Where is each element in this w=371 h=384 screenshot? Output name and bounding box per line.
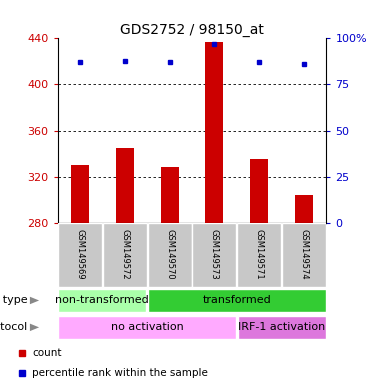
Bar xyxy=(71,165,89,223)
Bar xyxy=(161,167,178,223)
Bar xyxy=(282,223,326,287)
Bar xyxy=(250,159,268,223)
Bar xyxy=(237,223,281,287)
Text: no activation: no activation xyxy=(111,322,184,333)
Bar xyxy=(148,289,326,312)
Polygon shape xyxy=(30,324,39,331)
Text: GSM149571: GSM149571 xyxy=(255,229,264,280)
Bar xyxy=(193,223,236,287)
Text: GSM149574: GSM149574 xyxy=(299,229,309,280)
Bar xyxy=(295,195,313,223)
Text: count: count xyxy=(32,348,62,358)
Bar xyxy=(58,223,102,287)
Title: GDS2752 / 98150_at: GDS2752 / 98150_at xyxy=(120,23,264,37)
Bar xyxy=(58,289,146,312)
Bar xyxy=(238,316,326,339)
Text: GSM149573: GSM149573 xyxy=(210,229,219,280)
Text: GSM149569: GSM149569 xyxy=(75,229,85,280)
Text: transformed: transformed xyxy=(203,295,271,306)
Text: IRF-1 activation: IRF-1 activation xyxy=(238,322,325,333)
Text: non-transformed: non-transformed xyxy=(55,295,149,306)
Bar xyxy=(58,316,236,339)
Bar xyxy=(206,42,223,223)
Text: percentile rank within the sample: percentile rank within the sample xyxy=(32,368,208,378)
Bar xyxy=(148,223,191,287)
Bar xyxy=(103,223,147,287)
Text: protocol: protocol xyxy=(0,322,27,332)
Text: cell type: cell type xyxy=(0,295,27,305)
Bar xyxy=(116,148,134,223)
Text: GSM149570: GSM149570 xyxy=(165,229,174,280)
Text: GSM149572: GSM149572 xyxy=(120,229,129,280)
Polygon shape xyxy=(30,297,39,304)
